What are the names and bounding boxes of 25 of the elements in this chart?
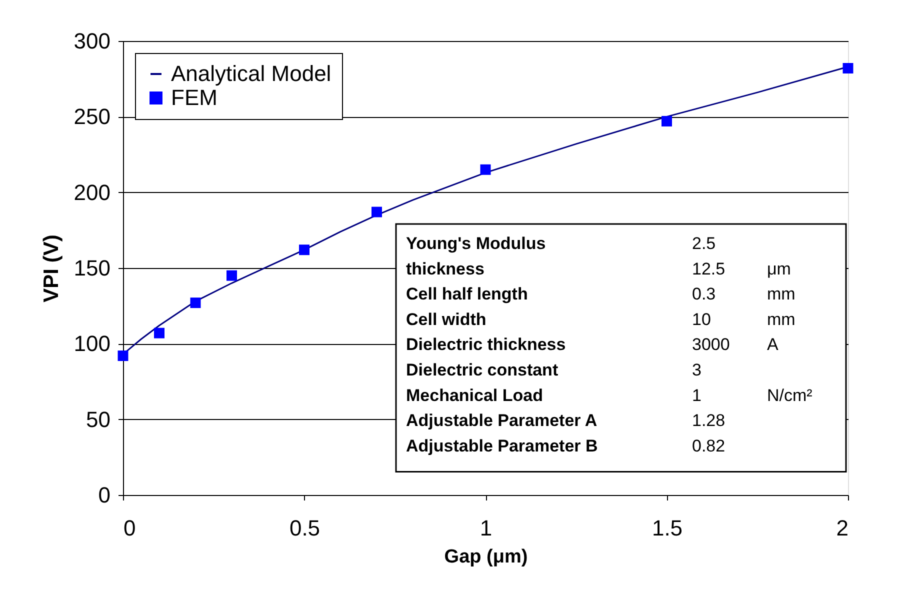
text: thickness 12.5 μm — [406, 259, 791, 278]
y-tick-label: 200 — [74, 180, 110, 205]
legend-label: Analytical Model — [171, 61, 332, 86]
y-tick-label: 50 — [86, 406, 110, 432]
text: Cell width 10 mm — [406, 310, 796, 329]
y-tick-label: 150 — [74, 256, 110, 280]
y-tick-label: 0 — [98, 482, 110, 508]
x-tick-label: 0 — [124, 516, 136, 540]
x-tick-label: 0.5 — [289, 516, 320, 540]
y-tick-label: 250 — [74, 104, 110, 130]
y-axis-title: VPI (V) — [40, 234, 63, 302]
text: Young's Modulus 2.5 — [406, 234, 716, 253]
text: Dielectric constant 3 — [406, 360, 702, 380]
y-tick-label: 300 — [74, 28, 110, 54]
text: Dielectric thickness 3000 A — [406, 335, 778, 354]
legend-label: FEM — [171, 85, 218, 110]
text: Adjustable Parameter A 1.28 — [406, 411, 726, 430]
text: Mechanical Load 1 N/cm² — [406, 386, 812, 405]
text: Cell half length 0.3 mm — [406, 284, 796, 304]
x-axis-title: Gap (μm) — [444, 546, 528, 568]
x-tick-label: 2 — [836, 516, 848, 540]
y-tick-label: 100 — [74, 331, 110, 356]
text: Adjustable Parameter B 0.82 — [406, 436, 726, 456]
x-tick-label: 1.5 — [652, 516, 683, 540]
x-tick-label: 1 — [480, 516, 492, 540]
